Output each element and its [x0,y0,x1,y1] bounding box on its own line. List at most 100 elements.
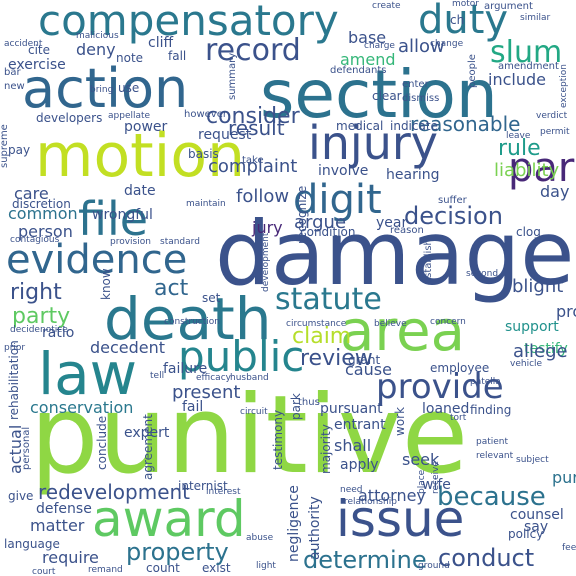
word-slum: slum [490,35,563,70]
word-injury: injury [308,116,439,170]
word-establish: establish [423,239,434,284]
word-believe: believe [374,319,407,329]
word-notice: notice [40,325,68,335]
word-rule: rule [498,136,541,161]
word-par: par [508,145,575,191]
word-thus: thus [298,397,320,408]
word-need: need [340,485,363,495]
word-circuit: circuit [240,407,268,417]
word-tort: tort [450,413,467,423]
word-area: area [340,299,465,364]
word-pursuant: pursuant [320,401,383,417]
word-similar: similar [520,13,551,23]
word-court: court [32,567,56,576]
word-negligence: negligence [286,485,302,562]
word-pay: pay [8,143,31,157]
word-action: action [22,57,189,120]
word-property: property [126,538,229,566]
word-dismiss: dismiss [402,93,440,104]
word-decide: decide [10,325,40,335]
word-reasonable: reasonable [410,112,521,136]
word-claim: claim [292,324,352,349]
word-include: include [488,70,546,89]
word-testify: testify [524,341,568,357]
word-create: create [372,1,401,11]
word-conservation: conservation [30,398,134,417]
word-expert: expert [124,425,170,441]
word-take: take [242,155,264,166]
word-say: say [524,519,549,535]
word-supreme: supreme [0,124,10,168]
word-ch: ch [450,13,465,27]
word-place: place [417,469,427,494]
word-testimony: testimony [271,409,285,470]
word-file: file [78,192,149,246]
word-party: party [12,304,71,329]
word-complaint: complaint [208,156,298,177]
word-clear: clear [372,89,402,103]
word-argument: argument [484,1,533,12]
word-evidence: evidence [6,237,188,283]
word-concern: concern [430,317,466,327]
word-proceeding: proceeding [556,302,576,321]
word-efficacy: efficacy [196,373,231,383]
word-verdict: verdict [536,111,568,121]
word-public: public [178,332,305,381]
word-policy: policy [508,527,544,541]
word-patient: patient [476,437,509,447]
word-allege: allege [513,341,568,362]
word-power: power [124,119,168,135]
word-involve: involve [318,163,369,179]
word-amendment: amendment [498,61,559,72]
word-second: second [466,269,499,279]
word-fail: fail [182,399,204,415]
word-motion: motion [35,121,246,191]
word-development: development [261,232,271,292]
word-cause: cause [345,360,392,379]
word-leave: leave [506,131,531,141]
word-day: day [540,182,570,201]
word-amend: amend [340,50,396,69]
word-jury: jury [252,218,283,237]
word-wrongful: wrongful [92,207,153,223]
word-indicate: indicate [390,119,438,133]
word-contagious: contagious [10,235,60,245]
word-require: require [42,548,99,567]
word-duty: duty [418,0,509,43]
word-apply: apply [340,457,379,473]
word-purpose: purpose [552,468,576,487]
word-basis: basis [188,147,219,161]
word-give: give [8,489,34,503]
word-deny: deny [76,40,116,59]
word-standard: standard [160,237,200,247]
word-personal: personal [21,426,32,470]
word-clog: clog [516,225,541,239]
word-prior: prior [4,343,26,353]
word-use: use [118,81,140,95]
word-record: record [205,33,301,68]
word-matter: matter [30,516,85,535]
word-condition: condition [300,225,356,239]
word-decision: decision [404,202,503,230]
word-permit: permit [540,127,570,137]
word-conduct: conduct [438,544,535,572]
word-digit: digit [293,177,382,223]
word-loaned: loaned [422,401,470,417]
word-issue: issue [336,490,465,548]
word-internist: internist [178,479,228,493]
word-remand: remand [88,565,123,575]
word-defense: defense [36,501,92,517]
word-conclude: conclude [95,415,109,470]
word-recognize: recognize [295,185,309,244]
word-argue: argue [294,212,347,233]
word-blight: blight [512,276,564,297]
word-relationship: relationship [344,497,397,507]
word-change: change [430,39,464,49]
word-accident: accident [4,39,43,49]
word-shall: shall [334,436,372,455]
word-common: common [8,204,78,223]
word-support: support [505,319,559,335]
word-receive: receive [431,461,441,494]
word-allow: allow [398,36,445,57]
